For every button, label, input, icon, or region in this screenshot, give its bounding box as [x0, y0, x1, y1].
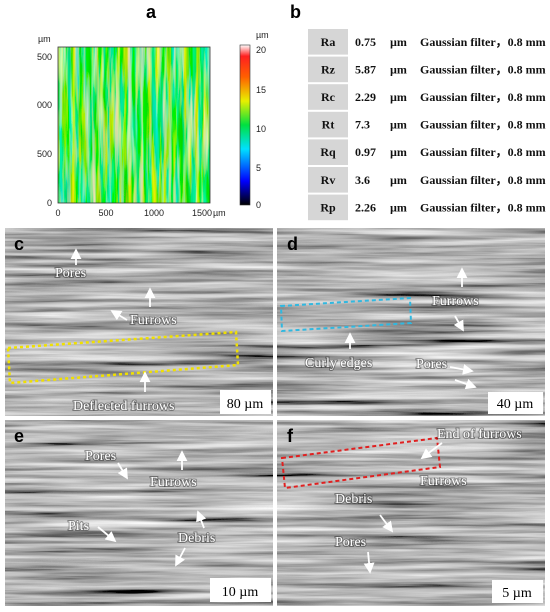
colorbar-tick: 5	[256, 163, 261, 173]
sem-image	[277, 420, 545, 606]
param-name: Rq	[320, 145, 336, 159]
annotation: Debris	[335, 492, 372, 507]
param-filter: Gaussian filter，0.8 mm	[420, 62, 546, 76]
annotation: Furrows	[150, 475, 197, 490]
param-unit: µm	[390, 62, 407, 76]
param-cell	[308, 29, 348, 55]
param-filter: Gaussian filter，0.8 mm	[420, 145, 546, 159]
x-tick-label: 1000	[144, 208, 164, 218]
param-unit: µm	[390, 118, 407, 132]
scale-bar: 40 µm	[497, 397, 534, 412]
param-filter: Gaussian filter，0.8 mm	[420, 118, 546, 132]
param-name: Rp	[320, 200, 336, 214]
scale-bar-box	[492, 580, 543, 603]
annotation: Curly edges	[305, 356, 372, 371]
colorbar-tick: 15	[256, 85, 266, 95]
scale-bar-box	[220, 390, 271, 414]
param-value: 2.26	[355, 200, 376, 214]
highlight-box	[6, 330, 240, 385]
param-name: Ra	[321, 35, 336, 49]
colorbar-unit: µm	[256, 30, 269, 40]
scale-bar: 5 µm	[502, 586, 532, 601]
param-filter: Gaussian filter，0.8 mm	[420, 200, 546, 214]
param-value: 2.29	[355, 90, 376, 104]
annotation: Pores	[335, 535, 366, 550]
sem-image	[5, 228, 273, 416]
panel-e: e Pores Furrows Pits Debris 10 µm	[5, 420, 273, 606]
panel-d: d Furrows Curly edges Pores 40 µm	[277, 228, 545, 416]
y-tick-label: 0	[47, 198, 52, 208]
param-name: Rc	[321, 90, 336, 104]
param-unit: µm	[390, 90, 407, 104]
x-tick-label: 1500	[192, 208, 212, 218]
param-value: 5.87	[355, 62, 376, 76]
param-name: Rt	[322, 118, 335, 132]
param-unit: µm	[390, 173, 407, 187]
param-unit: µm	[390, 35, 407, 49]
annotation: Deflected furrows	[73, 399, 174, 414]
panel-label: b	[290, 2, 301, 22]
sem-image	[5, 420, 273, 606]
param-cell	[308, 194, 348, 221]
annotation: Debris	[178, 531, 215, 546]
sem-image	[277, 228, 545, 416]
panel-a: a µm 500 000 500 0 0 500 1000 1500 µm µm…	[37, 2, 269, 218]
annotation: Pits	[68, 519, 89, 534]
annotation: Pores	[55, 266, 86, 281]
panel-label: c	[14, 234, 24, 254]
scale-bar-box	[210, 578, 271, 602]
y-unit: µm	[38, 34, 51, 44]
y-tick-label: 500	[37, 149, 52, 159]
param-filter: Gaussian filter，0.8 mm	[420, 173, 546, 187]
param-cell	[308, 56, 348, 83]
panel-label: f	[287, 426, 294, 446]
annotation: Pores	[416, 357, 447, 372]
plot-frame	[57, 46, 211, 204]
x-unit: µm	[213, 208, 226, 218]
panel-f: f End of furrows Furrows Debris Pores 5 …	[277, 420, 545, 606]
param-value: 0.97	[355, 145, 376, 159]
highlight-box	[280, 436, 442, 490]
annotation: Furrows	[432, 294, 479, 309]
param-cell	[308, 84, 348, 110]
annotation: Pores	[85, 449, 116, 464]
param-cell	[308, 139, 348, 165]
colorbar-tick: 0	[256, 200, 261, 210]
panel-c: c Pores Furrows Deflected furrows 80 µm	[5, 228, 273, 416]
panel-b: b Ra 0.75 µm Gaussian filter，0.8 mm Rz 5.87 µm…	[290, 2, 546, 221]
scale-bar: 10 µm	[222, 585, 259, 600]
panel-label: a	[146, 2, 157, 22]
x-tick-label: 500	[98, 208, 113, 218]
param-value: 3.6	[355, 173, 370, 187]
scale-bar-box	[488, 392, 543, 414]
param-cell	[308, 167, 348, 193]
colorbar-tick: 20	[256, 45, 266, 55]
annotation: End of furrows	[437, 427, 522, 442]
y-tick-label: 500	[37, 52, 52, 62]
height-map	[58, 47, 210, 203]
y-tick-label: 000	[37, 100, 52, 110]
param-name: Rv	[321, 173, 336, 187]
param-filter: Gaussian filter，0.8 mm	[420, 35, 546, 49]
colorbar-tick: 10	[256, 124, 266, 134]
param-cell	[308, 111, 348, 138]
panel-label: d	[287, 234, 298, 254]
annotation: Furrows	[420, 474, 467, 489]
x-tick-label: 0	[55, 208, 60, 218]
annotation: Furrows	[130, 313, 177, 328]
param-unit: µm	[390, 200, 407, 214]
param-value: 0.75	[355, 35, 376, 49]
param-unit: µm	[390, 145, 407, 159]
highlight-box	[279, 296, 413, 333]
colorbar	[239, 44, 251, 206]
scale-bar: 80 µm	[227, 397, 264, 412]
param-filter: Gaussian filter，0.8 mm	[420, 90, 546, 104]
param-value: 7.3	[355, 118, 370, 132]
param-name: Rz	[321, 62, 336, 76]
panel-label: e	[14, 426, 24, 446]
